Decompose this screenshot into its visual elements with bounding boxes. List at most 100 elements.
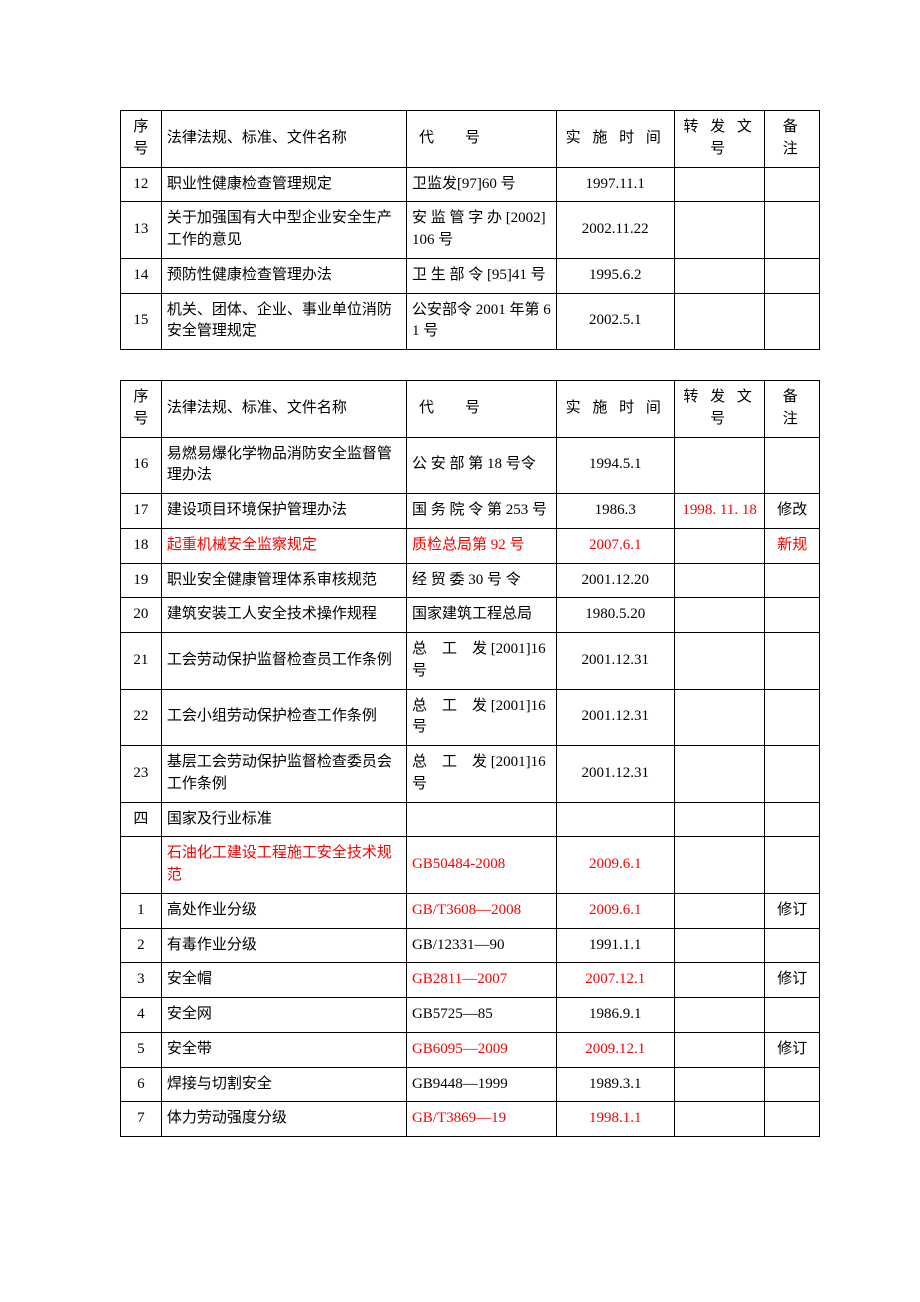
header-seq: 序号 <box>121 381 162 438</box>
cell-name: 安全带 <box>161 1032 406 1067</box>
cell-code: 卫监发[97]60 号 <box>406 167 556 202</box>
cell-note <box>765 437 820 494</box>
cell-name: 易燃易爆化学物品消防安全监督管理办法 <box>161 437 406 494</box>
cell-name: 安全帽 <box>161 963 406 998</box>
cell-seq: 23 <box>121 746 162 803</box>
cell-name: 安全网 <box>161 998 406 1033</box>
cell-seq: 6 <box>121 1067 162 1102</box>
cell-note <box>765 258 820 293</box>
cell-note <box>765 167 820 202</box>
cell-fwd <box>674 837 765 894</box>
cell-fwd <box>674 689 765 746</box>
table-row: 12职业性健康检查管理规定卫监发[97]60 号1997.11.1 <box>121 167 820 202</box>
header-code: 代 号 <box>406 111 556 168</box>
cell-note <box>765 689 820 746</box>
table-row: 18起重机械安全监察规定质检总局第 92 号2007.6.1 新规 <box>121 528 820 563</box>
cell-code: 安 监 管 字 办 [2002]106 号 <box>406 202 556 259</box>
cell-date: 2002.11.22 <box>556 202 674 259</box>
cell-name: 国家及行业标准 <box>161 802 406 837</box>
cell-name: 石油化工建设工程施工安全技术规范 <box>161 837 406 894</box>
cell-date: 2009.6.1 <box>556 893 674 928</box>
header-fwd: 转 发 文 号 <box>674 111 765 168</box>
cell-fwd <box>674 202 765 259</box>
cell-seq: 4 <box>121 998 162 1033</box>
cell-fwd <box>674 167 765 202</box>
cell-fwd <box>674 928 765 963</box>
header-seq: 序号 <box>121 111 162 168</box>
cell-date: 1997.11.1 <box>556 167 674 202</box>
cell-code: GB9448—1999 <box>406 1067 556 1102</box>
table-row: 17建设项目环境保护管理办法国 务 院 令 第 253 号1986.31998.… <box>121 494 820 529</box>
cell-fwd <box>674 633 765 690</box>
cell-seq: 15 <box>121 293 162 350</box>
cell-seq: 20 <box>121 598 162 633</box>
cell-code: GB/T3608—2008 <box>406 893 556 928</box>
cell-code: 卫 生 部 令 [95]41 号 <box>406 258 556 293</box>
regulations-table-2: 序号 法律法规、标准、文件名称 代 号 实 施 时 间 转 发 文 号 备 注 … <box>120 380 820 1137</box>
cell-note: 新规 <box>765 528 820 563</box>
cell-code: 总 工 发 [2001]16 号 <box>406 746 556 803</box>
table-row: 13关于加强国有大中型企业安全生产工作的意见安 监 管 字 办 [2002]10… <box>121 202 820 259</box>
cell-date: 2009.12.1 <box>556 1032 674 1067</box>
cell-code: 国 务 院 令 第 253 号 <box>406 494 556 529</box>
cell-code: 国家建筑工程总局 <box>406 598 556 633</box>
cell-seq: 19 <box>121 563 162 598</box>
header-date: 实 施 时 间 <box>556 111 674 168</box>
cell-code: 质检总局第 92 号 <box>406 528 556 563</box>
table-header: 序号 法律法规、标准、文件名称 代 号 实 施 时 间 转 发 文 号 备 注 <box>121 111 820 168</box>
cell-seq: 17 <box>121 494 162 529</box>
cell-note <box>765 1102 820 1137</box>
header-code: 代 号 <box>406 381 556 438</box>
cell-fwd <box>674 1067 765 1102</box>
cell-fwd <box>674 998 765 1033</box>
table-row: 7体力劳动强度分级GB/T3869—191998.1.1 <box>121 1102 820 1137</box>
cell-code: 经 贸 委 30 号 令 <box>406 563 556 598</box>
cell-name: 预防性健康检查管理办法 <box>161 258 406 293</box>
cell-code: 总 工 发 [2001]16 号 <box>406 633 556 690</box>
cell-fwd <box>674 293 765 350</box>
table-row: 1高处作业分级GB/T3608—20082009.6.1修订 <box>121 893 820 928</box>
cell-seq: 18 <box>121 528 162 563</box>
header-note: 备 注 <box>765 111 820 168</box>
cell-seq <box>121 837 162 894</box>
cell-date: 1986.9.1 <box>556 998 674 1033</box>
header-name: 法律法规、标准、文件名称 <box>161 111 406 168</box>
cell-note <box>765 746 820 803</box>
cell-note <box>765 837 820 894</box>
cell-date: 2001.12.20 <box>556 563 674 598</box>
cell-date: 2009.6.1 <box>556 837 674 894</box>
cell-date: 2001.12.31 <box>556 633 674 690</box>
cell-note <box>765 293 820 350</box>
cell-fwd <box>674 746 765 803</box>
cell-name: 起重机械安全监察规定 <box>161 528 406 563</box>
table-row: 6焊接与切割安全GB9448—19991989.3.1 <box>121 1067 820 1102</box>
table-row: 19职业安全健康管理体系审核规范经 贸 委 30 号 令2001.12.20 <box>121 563 820 598</box>
cell-date: 2001.12.31 <box>556 746 674 803</box>
cell-date: 2007.6.1 <box>556 528 674 563</box>
regulations-table-1: 序号 法律法规、标准、文件名称 代 号 实 施 时 间 转 发 文 号 备 注 … <box>120 110 820 350</box>
table-header: 序号 法律法规、标准、文件名称 代 号 实 施 时 间 转 发 文 号 备 注 <box>121 381 820 438</box>
cell-fwd <box>674 893 765 928</box>
cell-date: 1998.1.1 <box>556 1102 674 1137</box>
cell-code: GB6095—2009 <box>406 1032 556 1067</box>
header-fwd: 转 发 文 号 <box>674 381 765 438</box>
cell-name: 机关、团体、企业、事业单位消防安全管理规定 <box>161 293 406 350</box>
cell-date: 1994.5.1 <box>556 437 674 494</box>
table-body: 12职业性健康检查管理规定卫监发[97]60 号1997.11.113关于加强国… <box>121 167 820 350</box>
cell-fwd <box>674 598 765 633</box>
cell-fwd <box>674 1102 765 1137</box>
table-row: 16易燃易爆化学物品消防安全监督管理办法公 安 部 第 18 号令1994.5.… <box>121 437 820 494</box>
cell-name: 职业性健康检查管理规定 <box>161 167 406 202</box>
cell-code: GB50484-2008 <box>406 837 556 894</box>
cell-name: 基层工会劳动保护监督检查委员会工作条例 <box>161 746 406 803</box>
header-note: 备 注 <box>765 381 820 438</box>
cell-name: 体力劳动强度分级 <box>161 1102 406 1137</box>
table-gap <box>120 350 820 380</box>
header-name: 法律法规、标准、文件名称 <box>161 381 406 438</box>
cell-note <box>765 1067 820 1102</box>
cell-name: 有毒作业分级 <box>161 928 406 963</box>
cell-seq: 13 <box>121 202 162 259</box>
cell-date: 2001.12.31 <box>556 689 674 746</box>
cell-seq: 14 <box>121 258 162 293</box>
cell-code: GB2811—2007 <box>406 963 556 998</box>
